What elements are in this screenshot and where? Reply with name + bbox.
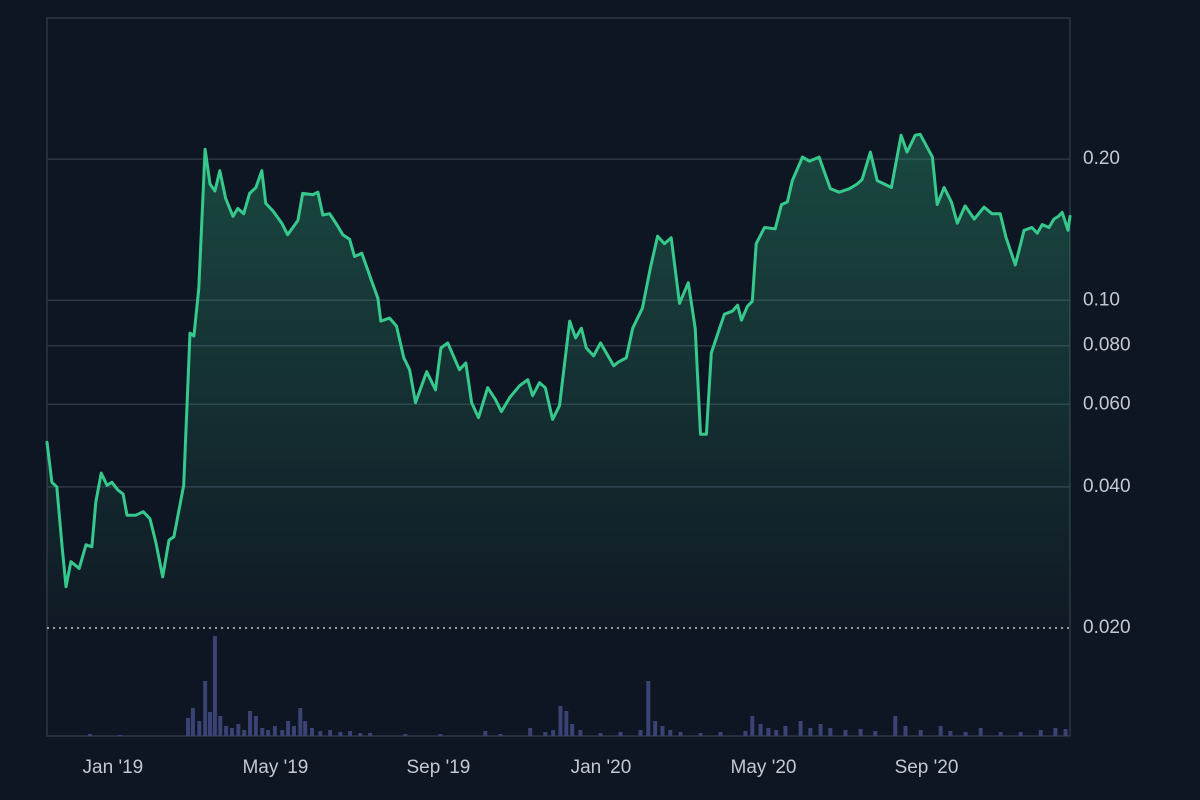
volume-bar: [528, 728, 533, 736]
volume-bar: [858, 729, 863, 736]
volume-bar: [368, 733, 373, 736]
volume-bar: [750, 716, 755, 736]
volume-bar: [551, 730, 556, 736]
price-line: [45, 132, 1072, 589]
volume-bar: [1018, 732, 1023, 736]
volume-bar: [843, 730, 848, 736]
y-tick-label: 0.040: [1083, 476, 1131, 497]
volume-bar: [224, 726, 229, 736]
volume-bar: [310, 728, 315, 736]
volume-bar: [338, 732, 343, 736]
volume-bar: [978, 728, 983, 736]
volume-bar: [186, 718, 191, 736]
volume-bar: [87, 734, 92, 736]
volume-bar: [483, 731, 488, 736]
volume-bar: [218, 716, 223, 736]
volume-bar: [828, 728, 833, 736]
volume-bar: [758, 724, 763, 736]
volume-bar: [348, 731, 353, 736]
volume-bar: [543, 732, 548, 736]
x-tick-label: Jan '19: [83, 757, 144, 778]
volume-bar: [698, 733, 703, 736]
volume-bar: [248, 711, 253, 736]
volume-bar: [743, 731, 748, 736]
volume-bar: [963, 732, 968, 736]
volume-bar: [190, 708, 195, 736]
volume-bar: [208, 712, 213, 736]
volume-bar: [818, 724, 823, 736]
volume-bar: [291, 726, 296, 736]
volume-bar: [678, 732, 683, 736]
y-tick-label: 0.020: [1083, 617, 1131, 638]
volume-bar: [298, 708, 303, 736]
volume-bar: [498, 734, 503, 736]
volume-bar: [570, 724, 575, 736]
y-tick-label: 0.060: [1083, 393, 1131, 414]
volume-bar: [260, 728, 265, 736]
x-tick-label: Sep '20: [895, 757, 959, 778]
volume-bar: [766, 728, 771, 736]
volume-bar: [242, 730, 247, 736]
volume-bar: [598, 733, 603, 736]
volume-bar: [798, 721, 803, 736]
volume-bar: [783, 726, 788, 736]
volume-bar: [564, 711, 569, 736]
y-tick-label: 0.20: [1083, 148, 1120, 169]
volume-bar: [1063, 729, 1068, 736]
volume-bar: [203, 681, 208, 736]
volume-bar: [212, 636, 217, 736]
volume-bar: [118, 735, 123, 736]
volume-bar: [938, 726, 943, 736]
volume-bar: [873, 731, 878, 736]
volume-bar: [668, 730, 673, 736]
volume-bar: [578, 730, 583, 736]
x-tick-label: Sep '19: [407, 757, 471, 778]
volume-bar: [948, 731, 953, 736]
x-tick-label: Jan '20: [571, 757, 632, 778]
volume-bar: [660, 726, 665, 736]
volume-bar: [1038, 730, 1043, 736]
volume-bar: [638, 730, 643, 736]
volume-bar: [280, 730, 285, 736]
volume-bar: [438, 734, 443, 736]
volume-bar: [229, 728, 234, 736]
volume-bar: [266, 730, 271, 736]
volume-bar: [718, 732, 723, 736]
x-tick-label: May '19: [242, 757, 308, 778]
y-tick-label: 0.080: [1083, 335, 1131, 356]
volume-bar: [318, 731, 323, 736]
volume-bar: [1053, 728, 1058, 736]
volume-bar: [653, 721, 658, 736]
area-fill: [47, 134, 1070, 629]
volume-bar: [618, 732, 623, 736]
volume-bar: [808, 728, 813, 736]
volume-bar: [918, 730, 923, 736]
volume-bar: [286, 721, 291, 736]
volume-bar: [558, 706, 563, 736]
volume-bar: [236, 724, 241, 736]
volume-bar: [358, 733, 363, 736]
volume-bar: [272, 726, 277, 736]
volume-bar: [197, 721, 202, 736]
x-tick-label: May '20: [731, 757, 797, 778]
volume-bar: [893, 716, 898, 736]
volume-bar: [328, 730, 333, 736]
volume-bar: [903, 726, 908, 736]
volume-bar: [253, 716, 258, 736]
volume-bar: [998, 732, 1003, 736]
volume-bar: [303, 721, 308, 736]
volume-bar: [646, 681, 651, 736]
volume-bar: [774, 730, 779, 736]
volume-bar: [403, 734, 408, 736]
y-tick-label: 0.10: [1083, 289, 1120, 310]
